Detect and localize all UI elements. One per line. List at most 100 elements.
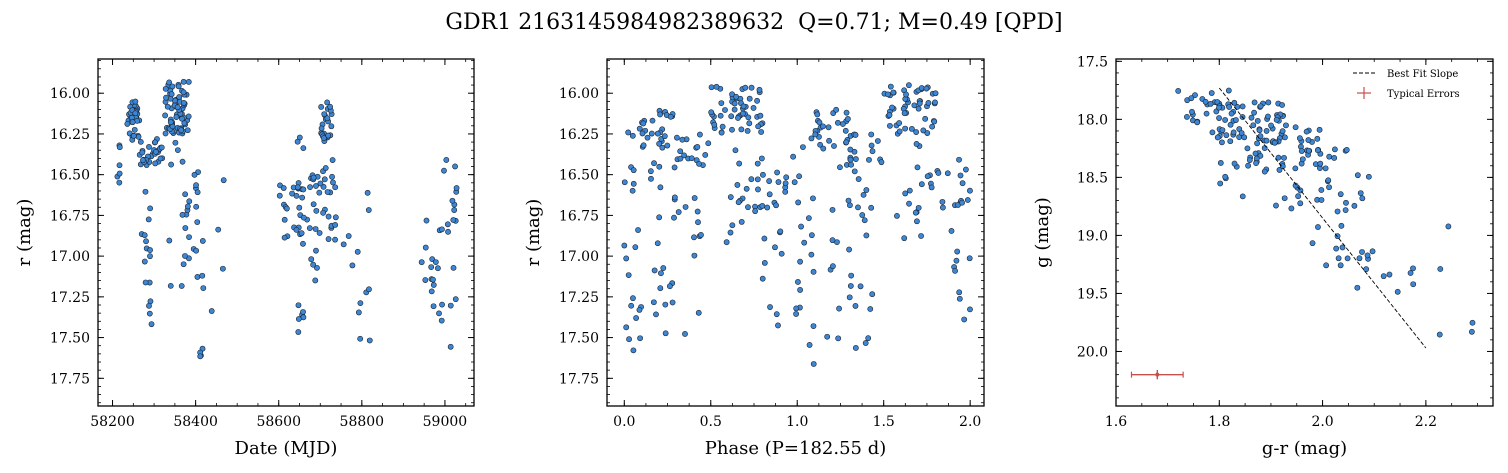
typical-error-point (1155, 373, 1159, 377)
data-point (902, 236, 907, 241)
data-point (1315, 148, 1320, 153)
data-point (728, 230, 733, 235)
data-point (800, 144, 805, 149)
data-point (826, 138, 831, 143)
data-point (429, 289, 434, 294)
data-point (692, 253, 697, 258)
data-point (355, 249, 360, 254)
data-point (433, 260, 438, 265)
data-point (1265, 114, 1270, 119)
data-point (445, 222, 450, 227)
data-point (698, 232, 703, 237)
data-point (869, 205, 874, 210)
data-point (810, 196, 815, 201)
data-point (441, 168, 446, 173)
data-point (448, 344, 453, 349)
data-point (321, 136, 326, 141)
data-point (855, 205, 860, 210)
data-point (143, 189, 148, 194)
data-point (798, 224, 803, 229)
data-point (714, 84, 719, 89)
data-point (1355, 285, 1360, 290)
data-point (732, 107, 737, 112)
y-tick-label: 16.00 (559, 86, 599, 102)
data-point (366, 287, 371, 292)
data-point (696, 310, 701, 315)
data-point (333, 222, 338, 227)
data-point (903, 92, 908, 97)
data-point (183, 225, 188, 230)
data-point (919, 85, 924, 90)
data-point (811, 269, 816, 274)
data-point (916, 205, 921, 210)
best-fit-line (1219, 88, 1426, 348)
data-point (846, 247, 851, 252)
data-point (802, 240, 807, 245)
data-point (163, 131, 168, 136)
data-point (1289, 206, 1294, 211)
data-point (837, 165, 842, 170)
data-point (200, 273, 205, 278)
data-point (655, 131, 660, 136)
data-point (848, 147, 853, 152)
data-point (906, 83, 911, 88)
data-point (130, 120, 135, 125)
data-point (181, 90, 186, 95)
data-point (1262, 145, 1267, 150)
data-point (719, 100, 724, 105)
data-point (143, 280, 148, 285)
data-point (847, 295, 852, 300)
data-point (117, 145, 122, 150)
y-tick-label: 16.25 (50, 127, 90, 143)
data-point (936, 170, 941, 175)
data-point (1232, 161, 1237, 166)
x-axis-label: Phase (P=182.55 d) (705, 438, 887, 459)
y-axis-label: r (mag) (14, 199, 35, 267)
data-point (439, 318, 444, 323)
data-point (749, 177, 754, 182)
data-point (657, 141, 662, 146)
data-point (423, 277, 428, 282)
data-point (849, 162, 854, 167)
data-point (767, 304, 772, 309)
data-point (1220, 128, 1225, 133)
data-point (732, 101, 737, 106)
date-panel: 58200 58400 58600 58800 59000 16.00 16.25 16.50… (14, 59, 474, 459)
data-point (722, 107, 727, 112)
data-point (683, 204, 688, 209)
data-point (451, 265, 456, 270)
data-point (322, 177, 327, 182)
data-point (1240, 194, 1245, 199)
data-point (1326, 178, 1331, 183)
data-point (1352, 203, 1357, 208)
x-tick-label: 58200 (90, 414, 135, 430)
data-point (356, 310, 361, 315)
data-point (925, 174, 930, 179)
data-point (138, 139, 143, 144)
data-point (1184, 114, 1189, 119)
data-point (703, 152, 708, 157)
data-point (784, 175, 789, 180)
data-point (737, 161, 742, 166)
data-point (326, 214, 331, 219)
data-point (198, 354, 203, 359)
data-point (1319, 197, 1324, 202)
data-point (783, 189, 788, 194)
x-tick-label: 1.5 (873, 414, 895, 430)
data-point (323, 165, 328, 170)
data-point (1336, 256, 1341, 261)
data-point (830, 264, 835, 269)
data-point (651, 300, 656, 305)
data-point (330, 180, 335, 185)
data-point (294, 193, 299, 198)
data-point (366, 207, 371, 212)
data-point (1227, 104, 1232, 109)
data-point (870, 149, 875, 154)
data-point (309, 257, 314, 262)
data-point (185, 128, 190, 133)
data-point (676, 209, 681, 214)
x-axis-label: g-r (mag) (1262, 438, 1347, 459)
data-point (888, 84, 893, 89)
data-point (662, 134, 667, 139)
